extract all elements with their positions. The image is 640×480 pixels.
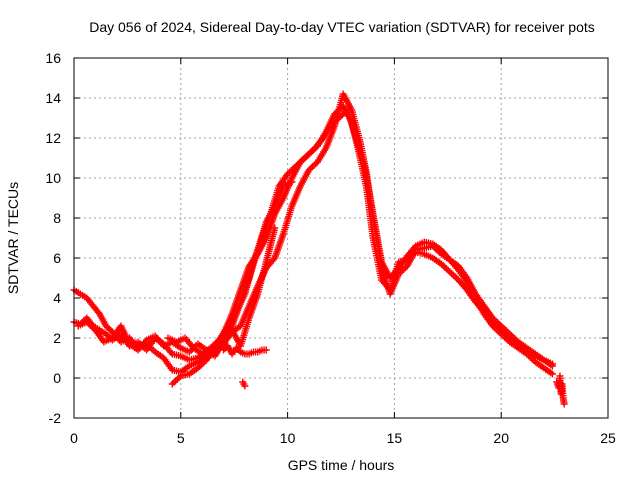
x-tick-label: 25 — [600, 430, 616, 446]
x-axis-label: GPS time / hours — [288, 457, 395, 473]
data-point — [288, 178, 296, 186]
data-point-interp — [173, 375, 181, 383]
data-point — [271, 224, 279, 232]
x-tick-label: 10 — [280, 430, 296, 446]
data-point-interp — [170, 378, 178, 386]
data-point-interp — [308, 163, 316, 171]
plot-frame — [73, 57, 609, 419]
chart-title: Day 056 of 2024, Sidereal Day-to-day VTE… — [89, 19, 595, 35]
y-tick-label: 8 — [53, 210, 61, 226]
data-point — [548, 370, 556, 378]
y-tick-label: 16 — [45, 50, 61, 66]
data-point-interp — [448, 270, 456, 278]
x-tick-label: 20 — [493, 430, 509, 446]
data-point-interp — [310, 161, 318, 169]
y-tick-label: 10 — [45, 170, 61, 186]
data-point-interp — [443, 265, 451, 273]
x-tick-label: 0 — [70, 430, 78, 446]
x-tick-label: 5 — [177, 430, 185, 446]
x-tick-label: 15 — [387, 430, 403, 446]
data-points — [70, 90, 568, 408]
data-point-interp — [444, 266, 452, 274]
data-point-interp — [94, 308, 102, 316]
y-axis-label: SDTVAR / TECUs — [5, 182, 21, 294]
data-point-interp — [451, 273, 459, 281]
y-tick-label: 6 — [53, 250, 61, 266]
data-point-interp — [235, 347, 243, 355]
grid-lines — [74, 58, 608, 418]
data-point — [560, 400, 568, 408]
data-point — [446, 268, 454, 276]
axis-ticks — [73, 57, 609, 419]
y-tick-label: 14 — [45, 90, 61, 106]
data-point — [262, 346, 270, 354]
y-tick-label: 0 — [53, 370, 61, 386]
y-tick-labels: -2 0 2 4 6 8 10 12 14 16 — [45, 50, 61, 426]
data-point-interp — [441, 263, 449, 271]
y-tick-label: -2 — [49, 410, 62, 426]
y-tick-label: 4 — [53, 290, 61, 306]
data-point — [241, 382, 249, 390]
y-tick-label: 12 — [45, 130, 61, 146]
y-tick-label: 2 — [53, 330, 61, 346]
x-tick-labels: 0 5 10 15 20 25 — [70, 430, 616, 446]
data-point-interp — [449, 271, 457, 279]
data-point — [168, 380, 176, 388]
data-point-interp — [172, 377, 180, 385]
data-point — [548, 360, 556, 368]
